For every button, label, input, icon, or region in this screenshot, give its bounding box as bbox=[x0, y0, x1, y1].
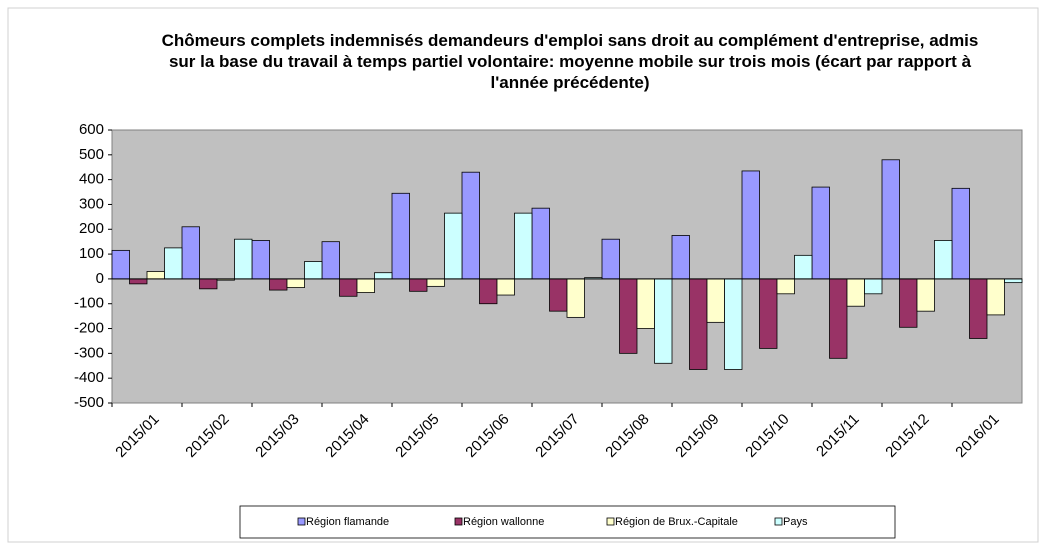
bar bbox=[864, 278, 883, 295]
legend-swatch bbox=[454, 517, 463, 526]
bar bbox=[234, 238, 253, 280]
bar bbox=[1004, 278, 1023, 284]
bar bbox=[899, 278, 918, 328]
bar bbox=[444, 212, 463, 280]
legend-swatch bbox=[606, 517, 615, 526]
bar bbox=[549, 278, 568, 312]
y-tick-label: 100 bbox=[79, 245, 104, 262]
legend-box bbox=[239, 505, 896, 539]
y-tick-label: -100 bbox=[74, 295, 104, 312]
bar bbox=[636, 278, 655, 329]
bar bbox=[461, 171, 480, 280]
bar bbox=[741, 170, 760, 280]
bar bbox=[199, 278, 218, 290]
y-tick-label: -500 bbox=[74, 394, 104, 411]
x-tick-label: 2015/12 bbox=[882, 411, 932, 461]
bar bbox=[181, 226, 200, 280]
bar bbox=[654, 278, 673, 364]
bar bbox=[759, 278, 778, 349]
bar bbox=[146, 271, 165, 280]
bar bbox=[409, 278, 428, 292]
x-tick-label: 2015/11 bbox=[813, 411, 863, 461]
bar bbox=[531, 207, 550, 280]
y-tick-label: 200 bbox=[79, 220, 104, 237]
x-tick-label: 2015/04 bbox=[322, 411, 372, 461]
bar bbox=[671, 235, 690, 280]
bar bbox=[566, 278, 585, 318]
y-tick-label: 300 bbox=[79, 195, 104, 212]
bar bbox=[251, 240, 270, 280]
bar bbox=[426, 278, 445, 287]
x-tick-label: 2015/10 bbox=[742, 411, 792, 461]
y-tick-label: 600 bbox=[79, 121, 104, 138]
bar bbox=[811, 186, 830, 280]
bar bbox=[286, 278, 305, 288]
bar bbox=[356, 278, 375, 293]
bar bbox=[934, 240, 953, 280]
bar bbox=[829, 278, 848, 359]
x-tick-label: 2015/09 bbox=[672, 411, 722, 461]
x-tick-label: 2015/02 bbox=[182, 411, 232, 461]
y-tick-label: -400 bbox=[74, 369, 104, 386]
bar bbox=[269, 278, 288, 291]
bar bbox=[776, 278, 795, 295]
bar bbox=[479, 278, 498, 305]
y-tick-label: -200 bbox=[74, 320, 104, 337]
x-tick-label: 2016/01 bbox=[952, 411, 1002, 461]
x-tick-label: 2015/05 bbox=[392, 411, 442, 461]
y-tick-label: 0 bbox=[96, 270, 104, 287]
bar bbox=[881, 159, 900, 280]
bar bbox=[164, 247, 183, 280]
bar bbox=[514, 212, 533, 280]
y-tick-label: 400 bbox=[79, 171, 104, 188]
x-tick-label: 2015/03 bbox=[252, 411, 302, 461]
bar bbox=[321, 241, 340, 280]
bar bbox=[391, 192, 410, 280]
bar bbox=[339, 278, 358, 297]
bar bbox=[496, 278, 515, 296]
legend-swatch bbox=[297, 517, 306, 526]
bar bbox=[951, 187, 970, 280]
y-tick-label: 500 bbox=[79, 146, 104, 163]
bar bbox=[111, 249, 130, 280]
bar bbox=[724, 278, 743, 370]
x-tick-label: 2015/01 bbox=[112, 411, 162, 461]
bar bbox=[706, 278, 725, 323]
bar bbox=[916, 278, 935, 312]
chart-frame bbox=[7, 7, 1039, 543]
chart-title: Chômeurs complets indemnisés demandeurs … bbox=[161, 31, 979, 92]
bar bbox=[794, 254, 813, 280]
legend-swatch bbox=[774, 517, 783, 526]
x-tick-label: 2015/07 bbox=[532, 411, 582, 461]
x-tick-label: 2015/06 bbox=[462, 411, 512, 461]
bar bbox=[374, 272, 393, 280]
legend-label: Région wallonne bbox=[463, 516, 544, 528]
y-tick-label: -300 bbox=[74, 344, 104, 361]
x-tick-label: 2015/08 bbox=[602, 411, 652, 461]
legend-label: Région flamande bbox=[306, 516, 389, 528]
bar bbox=[689, 278, 708, 370]
bar bbox=[619, 278, 638, 354]
bar bbox=[129, 278, 148, 285]
legend-label: Pays bbox=[783, 516, 808, 528]
bar bbox=[969, 278, 988, 339]
bar bbox=[986, 278, 1005, 316]
legend-label: Région de Brux.-Capitale bbox=[615, 516, 738, 528]
bar bbox=[846, 278, 865, 307]
bar bbox=[304, 261, 323, 280]
bar bbox=[601, 238, 620, 280]
